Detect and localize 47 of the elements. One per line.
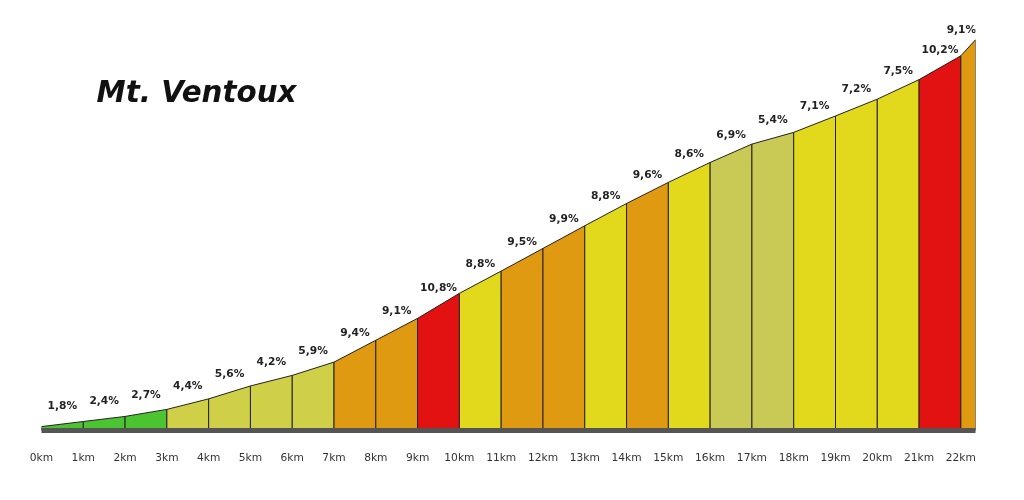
annotation: 9,5% xyxy=(507,234,538,248)
x-tick-label: 13km xyxy=(569,450,600,464)
annotation: 5,9% xyxy=(298,343,329,357)
annotation: 4,2% xyxy=(256,355,287,369)
x-tick-label: 21km xyxy=(904,450,935,464)
annotation: 9,6% xyxy=(632,167,663,181)
annotation: 7,2% xyxy=(841,82,872,96)
annotation: 9,9% xyxy=(549,212,579,226)
x-tick-label: 19km xyxy=(820,450,851,464)
x-tick-label: 22km xyxy=(945,450,976,464)
x-tick-label: 4km xyxy=(196,450,221,464)
annotation: 5,6% xyxy=(214,367,245,381)
x-tick-label: 1km xyxy=(71,450,95,464)
annotation: 10,2% xyxy=(921,42,959,56)
annotation: 8,8% xyxy=(465,257,496,271)
annotation: 9,4% xyxy=(340,326,371,340)
x-tick-label: 2km xyxy=(113,450,137,464)
x-tick-label: 7km xyxy=(322,450,346,464)
annotation: 2,7% xyxy=(131,387,162,401)
x-tick-label: 15km xyxy=(653,450,684,464)
text: Mt. Ventoux xyxy=(96,74,298,109)
annotation: 10,8% xyxy=(420,280,458,294)
annotation: 9,1% xyxy=(946,22,977,36)
x-tick-label: 3km xyxy=(155,450,179,464)
x-tick-label: 10km xyxy=(444,450,475,464)
annotation: 7,1% xyxy=(799,99,830,113)
annotation: 6,9% xyxy=(716,128,747,142)
annotation: 7,5% xyxy=(883,64,914,78)
x-tick-label: 16km xyxy=(695,450,726,464)
annotation: 8,6% xyxy=(674,147,705,161)
annotation: 1,8% xyxy=(47,398,78,412)
x-tick-label: 5km xyxy=(238,450,263,464)
x-tick-label: 11km xyxy=(486,450,517,464)
x-tick-label: 18km xyxy=(778,450,809,464)
x-tick-label: 12km xyxy=(527,450,559,464)
x-tick-label: 20km xyxy=(862,450,893,464)
annotation: 9,1% xyxy=(381,304,412,318)
x-tick-label: 8km xyxy=(364,450,388,464)
x-tick-label: 0km xyxy=(29,450,54,464)
x-tick-label: 14km xyxy=(611,450,642,464)
annotation: 8,8% xyxy=(590,189,621,203)
x-tick-label: 6km xyxy=(280,450,304,464)
annotation: 5,4% xyxy=(758,113,788,127)
x-tick-label: 9km xyxy=(405,450,430,464)
x-tick-label: 17km xyxy=(736,450,767,464)
annotation: 2,4% xyxy=(89,393,120,407)
annotation: 4,4% xyxy=(172,378,203,392)
